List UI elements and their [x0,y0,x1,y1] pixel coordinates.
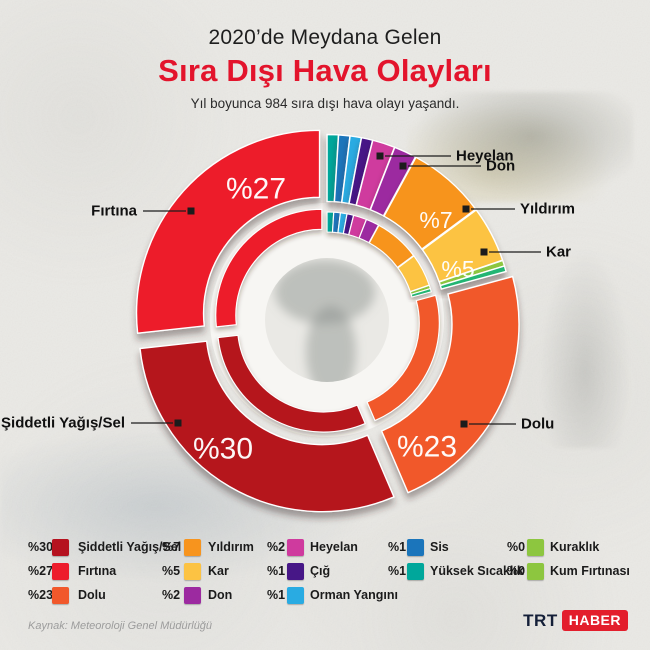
legend-swatch-kum-firtinasi [527,563,544,580]
legend-label-firtina: Fırtına [78,564,117,578]
logo-trt-text: TRT [523,610,558,630]
legend-label-kum-firtinasi: Kum Fırtınası [550,564,630,578]
legend-label-heyelan: Heyelan [310,540,358,554]
legend-pct-yuksek-sicaklik: %1 [388,564,407,578]
trt-haber-logo: TRT HABER [523,610,628,631]
source-note: Kaynak: Meteoroloji Genel Müdürlüğü [28,620,213,632]
legend-swatch-don [184,587,201,604]
legend-label-dolu: Dolu [78,588,106,602]
legend-pct-siddetli-yagis-sel: %30 [28,540,54,554]
legend-swatch-yildirim [184,539,201,556]
legend-pct-kar: %5 [162,564,181,578]
legend-pct-sis: %1 [388,540,407,554]
legend-swatch-yuksek-sicaklik [407,563,424,580]
legend-pct-cig: %1 [267,564,286,578]
legend-label-cig: Çığ [310,564,331,578]
legend-pct-dolu: %23 [28,588,54,602]
legend-label-orman-yangini: Orman Yangını [310,588,398,602]
legend-label-don: Don [208,588,233,602]
legend-pct-don: %2 [162,588,181,602]
legend-swatch-siddetli-yagis-sel [52,539,69,556]
legend-label-yildirim: Yıldırım [208,540,254,554]
legend-pct-heyelan: %2 [267,540,286,554]
legend-pct-kum-firtinasi: %0 [507,564,526,578]
legend-swatch-heyelan [287,539,304,556]
logo-haber-badge: HABER [561,610,628,631]
legend-swatch-kar [184,563,201,580]
legend-swatch-kuraklik [527,539,544,556]
legend-pct-yildirim: %7 [162,540,181,554]
legend-label-sis: Sis [430,540,449,554]
legend-pct-orman-yangini: %1 [267,588,286,602]
legend-label-kar: Kar [208,564,229,578]
legend-swatch-dolu [52,587,69,604]
legend-swatch-sis [407,539,424,556]
legend-swatch-firtina [52,563,69,580]
legend-pct-kuraklik: %0 [507,540,526,554]
legend-swatch-orman-yangini [287,587,304,604]
legend-swatch-cig [287,563,304,580]
legend-label-kuraklik: Kuraklık [550,540,600,554]
legend-pct-firtina: %27 [28,564,54,578]
